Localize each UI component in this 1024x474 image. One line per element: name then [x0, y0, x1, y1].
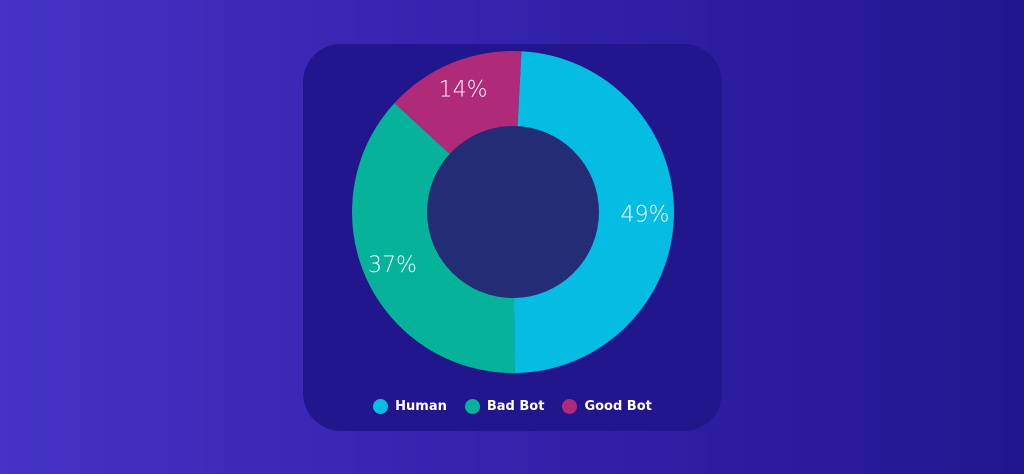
slice-label-bad-bot: 37%	[368, 253, 417, 278]
chart-card: 49% 37% 14% Human Bad Bot Good Bot	[303, 44, 722, 431]
slice-label-human: 49%	[621, 202, 670, 227]
slice-labels: 49% 37% 14%	[368, 77, 669, 278]
legend-dot-good-bot	[562, 399, 578, 414]
legend-dot-bad-bot	[464, 399, 480, 414]
slice-label-good-bot: 14%	[439, 77, 488, 102]
legend-label-human: Human	[395, 399, 447, 414]
donut-hole	[427, 126, 599, 298]
legend-dot-human	[373, 399, 389, 414]
legend-item-bad-bot: Bad Bot	[464, 399, 545, 414]
legend-item-good-bot: Good Bot	[562, 399, 652, 414]
legend-label-bad-bot: Bad Bot	[486, 399, 545, 414]
legend-item-human: Human	[373, 399, 447, 414]
chart-legend: Human Bad Bot Good Bot	[303, 399, 722, 414]
legend-label-good-bot: Good Bot	[584, 399, 652, 414]
donut-chart: 49% 37% 14%	[352, 51, 675, 374]
